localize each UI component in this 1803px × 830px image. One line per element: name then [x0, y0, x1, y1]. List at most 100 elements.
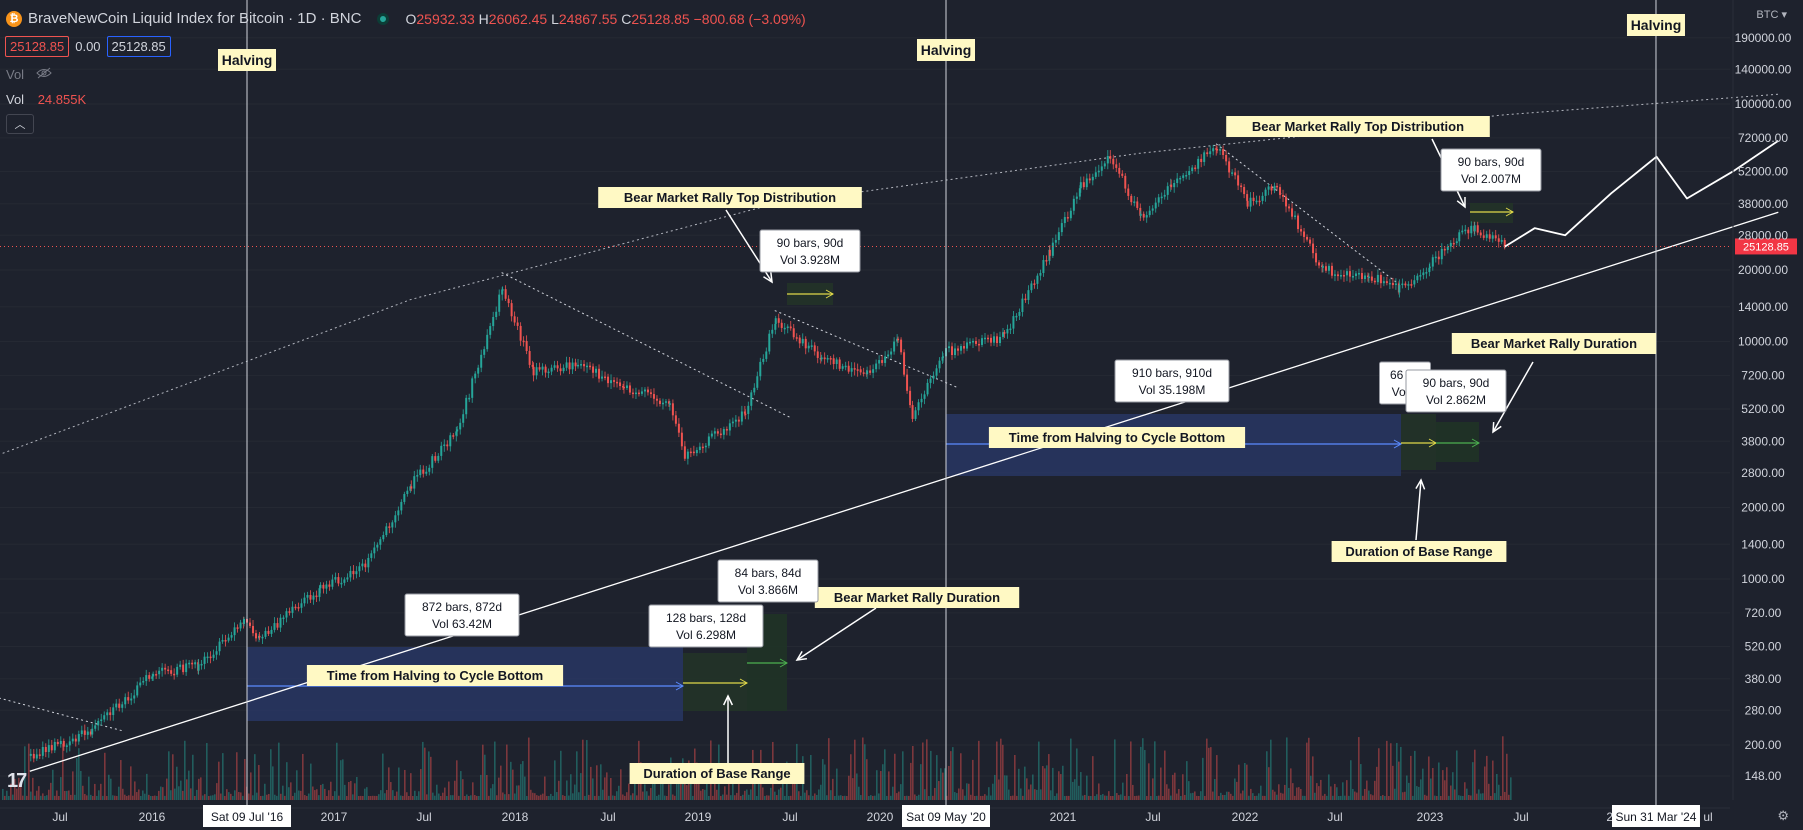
volume-bar — [746, 789, 748, 800]
volume-bar — [1122, 782, 1124, 800]
candle-body — [127, 697, 130, 701]
candle-body — [1324, 266, 1327, 271]
volume-bar — [938, 781, 940, 800]
volume-bar — [1224, 794, 1226, 800]
volume-bar — [464, 795, 466, 800]
candle-body — [1464, 229, 1467, 232]
eye-off-icon[interactable] — [35, 67, 52, 82]
candle-body — [403, 493, 406, 502]
measure-label-line2: Vol 6.298M — [676, 628, 736, 642]
measure-label-line2: Vol 35.198M — [1139, 383, 1206, 397]
volume-bar — [536, 795, 538, 800]
candle-body — [984, 337, 987, 340]
volume-bar — [284, 795, 286, 800]
tradingview-logo-icon[interactable]: 17 — [7, 770, 27, 792]
candle-body — [136, 685, 139, 696]
volume-bar — [1358, 737, 1360, 800]
volume-bar — [34, 795, 36, 800]
volume-bar — [1470, 795, 1472, 800]
candle-body — [449, 435, 452, 447]
volume-bar — [194, 795, 196, 800]
symbol-title[interactable]: BraveNewCoin Liquid Index for Bitcoin · … — [28, 10, 362, 27]
candle-body — [829, 358, 832, 360]
time-axis-label: 2022 — [1232, 810, 1259, 824]
candle-body — [1479, 232, 1482, 236]
currency-label[interactable]: BTC ▾ — [1756, 9, 1787, 21]
volume-bar — [1136, 795, 1138, 800]
candle-body — [771, 329, 774, 334]
candle-body — [1148, 210, 1151, 216]
candle-body — [1045, 260, 1048, 262]
candle-body — [152, 674, 155, 677]
candle-body — [501, 289, 504, 291]
volume-bar — [1420, 779, 1422, 800]
candle-body — [255, 633, 258, 639]
buy-button[interactable]: 25128.85 — [106, 36, 171, 57]
candle-body — [592, 366, 595, 373]
volume-bar — [976, 795, 978, 800]
candle-body — [1185, 175, 1188, 177]
candle-body — [935, 368, 938, 376]
candle-body — [698, 446, 701, 451]
candle-body — [400, 501, 403, 511]
symbol-header[interactable]: ₿ BraveNewCoin Liquid Index for Bitcoin … — [6, 10, 806, 27]
candle-body — [65, 745, 68, 747]
volume-bar — [1022, 795, 1024, 800]
volume-bar — [354, 783, 356, 800]
volume-bar — [28, 743, 30, 800]
volume-bar — [414, 790, 416, 800]
volume-bar — [806, 790, 808, 800]
volume-bar — [206, 742, 208, 800]
settings-gear-icon[interactable]: ⚙ — [1777, 808, 1789, 823]
volume-bar — [820, 784, 822, 800]
candle-body — [188, 662, 191, 665]
volume-bar — [1026, 778, 1028, 800]
candle-body — [1100, 166, 1103, 171]
candle-body — [1440, 248, 1443, 260]
volume-bar — [384, 793, 386, 800]
volume-bar — [930, 750, 932, 800]
volume-bar — [1372, 795, 1374, 800]
volume-bar — [542, 793, 544, 800]
collapse-legend-button[interactable]: ︿ — [6, 114, 34, 134]
candle-body — [343, 579, 346, 583]
candle-body — [820, 357, 823, 360]
bear-dotted-trendline — [501, 272, 790, 418]
cursor-date-box — [902, 805, 990, 827]
volume-bar — [320, 784, 322, 800]
volume-bar — [242, 795, 244, 800]
candle-body — [783, 327, 786, 330]
candle-body — [443, 444, 446, 447]
sell-button[interactable]: 25128.85 — [5, 36, 70, 57]
candle-body — [853, 368, 856, 370]
candle-body — [1407, 284, 1410, 286]
volume-bar — [120, 760, 122, 800]
volume-bar — [514, 793, 516, 800]
measure-label-line1: 872 bars, 872d — [422, 600, 502, 614]
volume-bar — [666, 795, 668, 800]
candle-body — [379, 539, 382, 545]
volume-bar — [448, 781, 450, 800]
volume-bar — [1004, 775, 1006, 800]
candle-body — [1072, 198, 1075, 211]
volume-bar — [988, 787, 990, 800]
volume-bar — [678, 768, 680, 800]
volume-bar — [630, 795, 632, 800]
annotation-arrow — [796, 607, 877, 661]
volume-bar — [1204, 795, 1206, 800]
volume-bar — [1364, 788, 1366, 800]
volume-bar — [186, 779, 188, 800]
vol-hidden-row[interactable]: Vol — [6, 67, 52, 82]
annotation-arrow-head — [763, 271, 773, 284]
volume-bar — [920, 764, 922, 800]
candle-body — [1398, 284, 1401, 293]
volume-bar — [434, 795, 436, 800]
volume-bar — [1222, 794, 1224, 800]
candle-body — [823, 357, 826, 360]
volume-bar — [862, 737, 864, 800]
volume-bar — [1402, 792, 1404, 800]
volume-bar — [1070, 738, 1072, 800]
price-axis-label: 100000.00 — [1735, 97, 1792, 111]
candle-body — [1024, 298, 1027, 301]
